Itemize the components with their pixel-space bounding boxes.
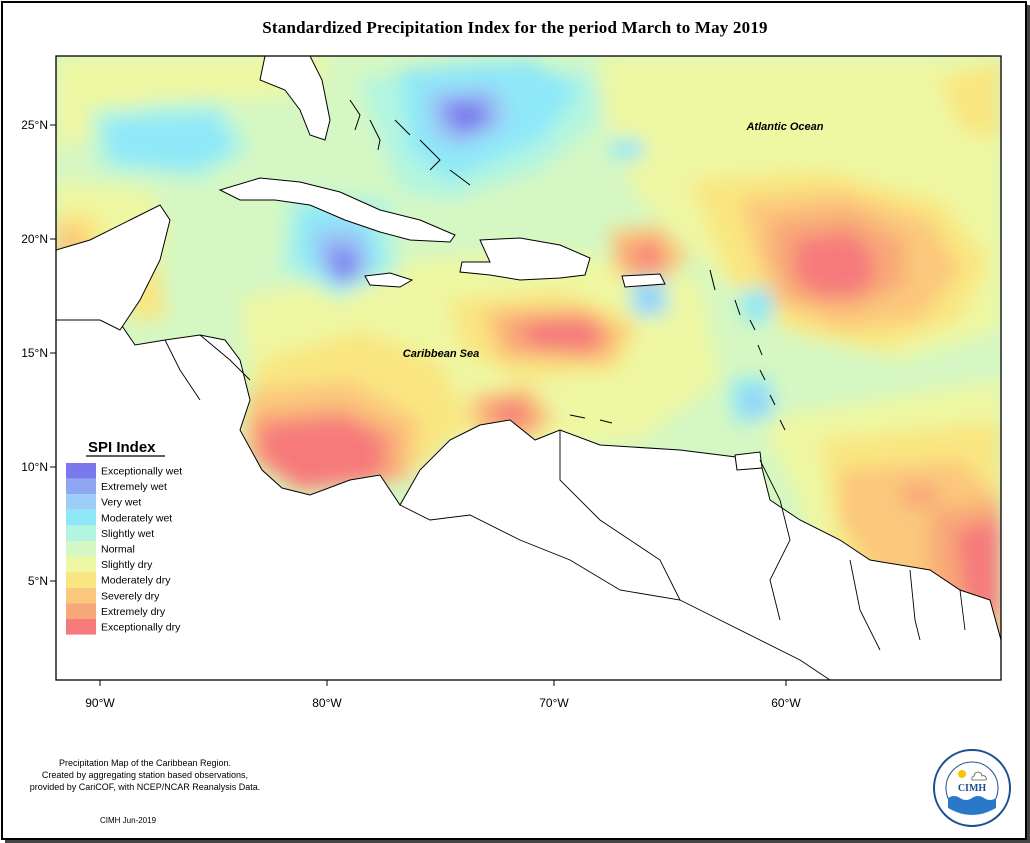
legend-swatch [66, 541, 96, 557]
legend-label: Normal [101, 544, 135, 556]
legend-title: SPI Index [88, 439, 156, 456]
legend-label: Exceptionally dry [101, 622, 181, 634]
credit-text: CIMH Jun-2019 [100, 816, 157, 825]
legend-swatch [66, 509, 96, 526]
legend-swatch [66, 572, 96, 588]
lon-tick-label: 70°W [539, 696, 569, 710]
logo-text: CIMH [958, 783, 987, 794]
legend-swatch [66, 556, 96, 573]
cimh-logo: CIMH [933, 749, 1011, 827]
lat-tick-label: 25°N [21, 118, 48, 132]
land [56, 56, 1001, 680]
footer-line: provided by CariCOF, with NCEP/NCAR Rean… [29, 782, 261, 792]
legend-label: Extremely wet [101, 481, 167, 493]
legend-label: Extremely dry [101, 606, 166, 618]
lat-tick-label: 10°N [21, 460, 48, 474]
lat-tick-label: 5°N [28, 574, 48, 588]
lon-tick-label: 90°W [85, 696, 115, 710]
legend-swatch [66, 494, 96, 510]
footer-notes: Precipitation Map of the Caribbean Regio… [10, 757, 280, 793]
legend-label: Exceptionally wet [101, 466, 182, 478]
cloud-icon [971, 771, 987, 781]
legend-label: Very wet [101, 497, 141, 509]
lon-tick-label: 80°W [312, 696, 342, 710]
legend-swatch [66, 463, 96, 479]
legend-swatch [66, 478, 96, 495]
water-icon [948, 796, 996, 815]
legend-label: Moderately wet [101, 512, 172, 524]
legend-label: Slightly wet [101, 528, 154, 540]
footer-line: Created by aggregating station based obs… [41, 770, 249, 780]
atlantic-ocean-label: Atlantic Ocean [745, 121, 823, 133]
lat-tick-label: 20°N [21, 232, 48, 246]
legend-swatch [66, 603, 96, 619]
lon-axis [99, 680, 787, 686]
legend-swatch [66, 587, 96, 604]
legend-label: Severely dry [101, 590, 160, 602]
borders [164, 334, 966, 680]
legend-swatch [66, 525, 96, 541]
map-title: Standardized Precipitation Index for the… [262, 18, 768, 37]
caribbean-sea-label: Caribbean Sea [403, 348, 479, 360]
spi-legend: SPI Index Exceptionally wet Extremely wet… [66, 439, 182, 635]
footer-line: Precipitation Map of the Caribbean Regio… [58, 758, 232, 768]
legend-label: Moderately dry [101, 575, 171, 587]
legend-label: Slightly dry [101, 559, 153, 571]
lat-tick-label: 15°N [21, 346, 48, 360]
legend-swatch [66, 619, 96, 635]
lat-axis [50, 124, 56, 582]
map-border [55, 55, 1002, 681]
lon-tick-label: 60°W [771, 696, 801, 710]
sun-icon [958, 770, 966, 778]
islands [349, 99, 786, 431]
